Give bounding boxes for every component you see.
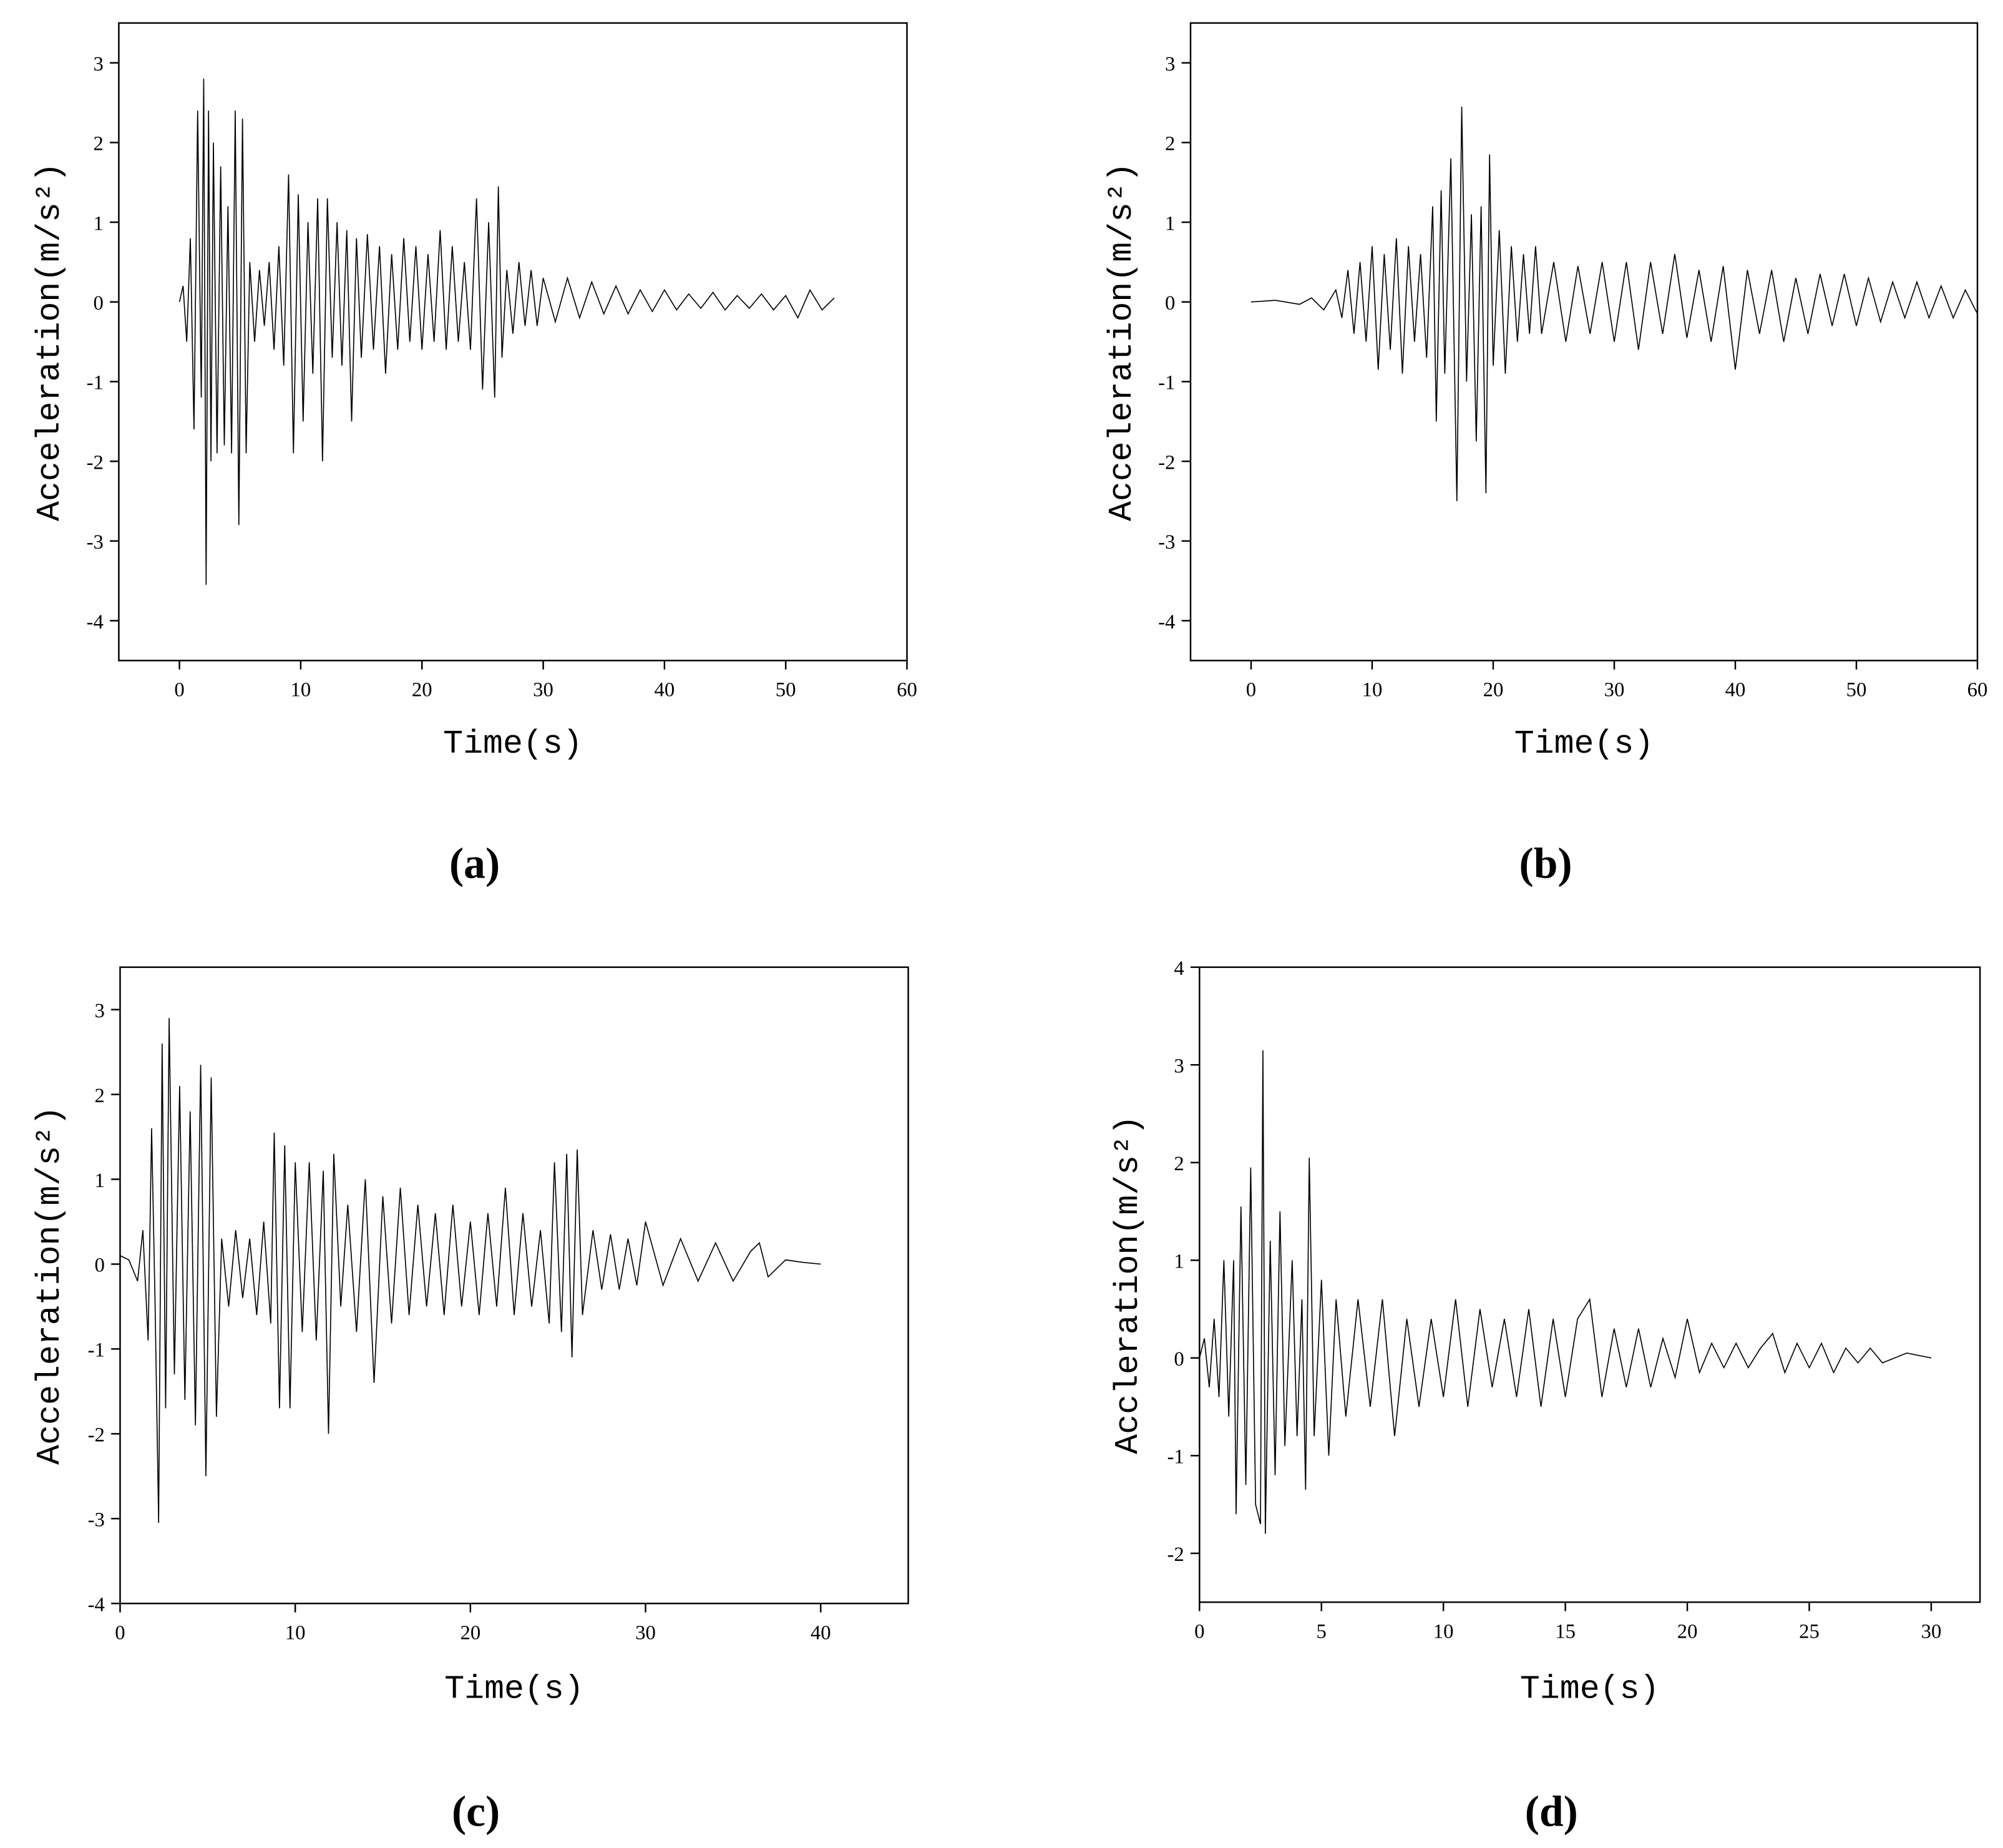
x-tick-label: 20 xyxy=(1677,1620,1698,1643)
y-tick-label: 0 xyxy=(93,292,103,315)
x-tick-label: 30 xyxy=(635,1621,656,1644)
y-tick-label: 0 xyxy=(1165,292,1175,315)
y-tick-label: 2 xyxy=(1174,1153,1184,1175)
y-tick-label: 1 xyxy=(93,212,103,235)
x-axis-title: Time(s) xyxy=(1514,725,1654,763)
y-tick-label: -2 xyxy=(1167,1543,1184,1566)
x-tick-label: 30 xyxy=(1604,679,1625,702)
x-tick-label: 10 xyxy=(285,1621,306,1644)
y-tick-label: 3 xyxy=(1165,53,1175,76)
y-tick-label: 3 xyxy=(1174,1055,1184,1078)
x-tick-label: 10 xyxy=(291,679,311,702)
panel-label: (c) xyxy=(452,1787,500,1836)
y-tick-label: -1 xyxy=(87,372,104,394)
x-axis-title: Time(s) xyxy=(444,1671,584,1708)
signal-line xyxy=(1250,106,1978,502)
signal-line xyxy=(1199,1050,1932,1534)
y-tick-label: 1 xyxy=(95,1170,105,1192)
y-tick-label: -1 xyxy=(1167,1446,1184,1469)
x-tick-label: 20 xyxy=(1483,679,1504,702)
x-tick-label: 0 xyxy=(1246,679,1256,702)
x-tick-label: 0 xyxy=(1194,1620,1204,1643)
y-tick-label: 3 xyxy=(93,53,103,76)
y-axis-title: Accleration(m/s²) xyxy=(1109,1115,1147,1454)
panel-label: (a) xyxy=(449,839,500,887)
y-tick-label: -2 xyxy=(87,451,104,474)
y-tick-label: 2 xyxy=(93,133,103,155)
plot-frame xyxy=(119,966,909,1605)
panel-label: (d) xyxy=(1525,1787,1578,1836)
x-tick-label: 60 xyxy=(1967,679,1988,702)
x-axis-title: Time(s) xyxy=(1520,1671,1660,1708)
y-tick-label: -4 xyxy=(87,611,104,633)
x-tick-label: 50 xyxy=(776,679,796,702)
y-tick-label: -3 xyxy=(88,1509,105,1532)
y-tick-label: 1 xyxy=(1165,212,1175,235)
y-axis-title: Acceleration(m/s²) xyxy=(31,1106,69,1465)
y-axis-title: Acceleration(m/s²) xyxy=(1103,162,1141,521)
x-tick-label: 30 xyxy=(1921,1620,1942,1643)
plot-frame xyxy=(1189,22,1979,662)
signal-line xyxy=(178,79,835,585)
y-tick-label: 0 xyxy=(1174,1348,1184,1371)
y-axis-title: Acceleration(m/s²) xyxy=(31,162,69,521)
x-tick-label: 5 xyxy=(1317,1620,1327,1643)
x-tick-label: 20 xyxy=(412,679,432,702)
y-tick-label: -3 xyxy=(1158,531,1175,554)
y-tick-label: -4 xyxy=(1158,611,1175,633)
y-tick-label: -2 xyxy=(1158,451,1175,474)
x-tick-label: 60 xyxy=(897,679,917,702)
x-tick-label: 15 xyxy=(1555,1620,1576,1643)
x-tick-label: 30 xyxy=(533,679,553,702)
y-tick-label: 0 xyxy=(95,1254,105,1277)
x-tick-label: 0 xyxy=(174,679,184,702)
y-tick-label: 2 xyxy=(1165,133,1175,155)
y-tick-label: -3 xyxy=(87,531,104,554)
x-tick-label: 10 xyxy=(1433,1620,1454,1643)
plot-frame xyxy=(1199,966,1981,1603)
y-tick-label: 2 xyxy=(95,1085,105,1107)
x-tick-label: 40 xyxy=(654,679,675,702)
x-axis-title: Time(s) xyxy=(443,725,583,763)
panel-label: (b) xyxy=(1519,839,1572,887)
x-tick-label: 25 xyxy=(1799,1620,1820,1643)
x-tick-label: 0 xyxy=(115,1621,125,1644)
y-tick-label: 1 xyxy=(1174,1251,1184,1273)
y-tick-label: -2 xyxy=(88,1424,105,1447)
y-tick-label: -1 xyxy=(1158,372,1175,394)
x-tick-label: 20 xyxy=(460,1621,480,1644)
y-tick-label: -1 xyxy=(88,1339,105,1362)
y-tick-label: 4 xyxy=(1174,957,1184,980)
signal-line xyxy=(120,1018,821,1523)
y-tick-label: 3 xyxy=(95,1000,105,1022)
x-tick-label: 10 xyxy=(1362,679,1383,702)
x-tick-label: 40 xyxy=(811,1621,831,1644)
x-tick-label: 50 xyxy=(1846,679,1867,702)
y-tick-label: -4 xyxy=(88,1593,105,1616)
plot-frame xyxy=(118,22,908,662)
x-tick-label: 40 xyxy=(1725,679,1746,702)
